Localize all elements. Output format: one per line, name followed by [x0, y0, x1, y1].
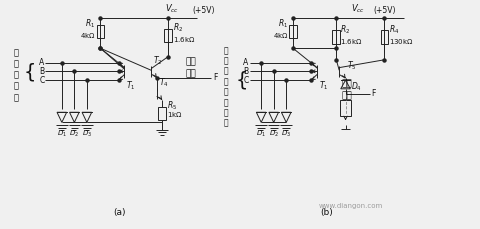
- Text: C: C: [243, 75, 249, 84]
- Text: 1.6k$\Omega$: 1.6k$\Omega$: [340, 37, 362, 46]
- Text: $D_2$: $D_2$: [69, 128, 79, 139]
- Text: $R_2$: $R_2$: [340, 23, 350, 36]
- Text: $D_3$: $D_3$: [82, 128, 92, 139]
- Text: 4k$\Omega$: 4k$\Omega$: [80, 31, 96, 40]
- Text: $T_4$: $T_4$: [158, 76, 168, 88]
- Text: 导通
状态: 导通 状态: [185, 57, 196, 78]
- Text: 输
入
全
为
高: 输 入 全 为 高: [14, 48, 19, 101]
- Text: 130k$\Omega$: 130k$\Omega$: [389, 37, 414, 46]
- Text: F: F: [372, 89, 376, 98]
- Text: {: {: [24, 63, 36, 82]
- Text: $R_1$: $R_1$: [85, 17, 96, 30]
- Text: $D_2$: $D_2$: [269, 128, 279, 139]
- Bar: [96, 25, 104, 39]
- Text: $V_{cc}$: $V_{cc}$: [165, 2, 180, 14]
- Text: 4k$\Omega$: 4k$\Omega$: [273, 31, 288, 40]
- Text: B: B: [39, 67, 45, 76]
- Text: (+5V): (+5V): [373, 5, 396, 14]
- Text: www.diangon.com: www.diangon.com: [319, 202, 383, 208]
- Bar: [340, 101, 351, 116]
- Text: F: F: [213, 73, 217, 82]
- Text: (+5V): (+5V): [193, 5, 216, 14]
- Text: 1k$\Omega$: 1k$\Omega$: [167, 110, 182, 119]
- Text: $T_2$: $T_2$: [153, 54, 163, 66]
- Text: C: C: [39, 75, 45, 84]
- Text: $R_4$: $R_4$: [389, 23, 400, 36]
- Text: 输
入
至
少
一
个
为
低: 输 入 至 少 一 个 为 低: [223, 46, 228, 127]
- Text: $D_1$: $D_1$: [256, 128, 266, 139]
- Bar: [289, 25, 297, 39]
- Text: {: {: [236, 70, 248, 89]
- Text: $T_5$: $T_5$: [347, 59, 356, 71]
- Text: 截止
状态: 截止 状态: [341, 79, 352, 100]
- Text: $V_{cc}$: $V_{cc}$: [351, 2, 365, 14]
- Bar: [333, 31, 340, 45]
- Text: (b): (b): [320, 207, 333, 216]
- Text: $R_1$: $R_1$: [278, 17, 288, 30]
- Text: B: B: [243, 67, 249, 76]
- Text: $D_1$: $D_1$: [57, 128, 67, 139]
- Text: $D_4$: $D_4$: [351, 80, 362, 93]
- Text: $R_5$: $R_5$: [167, 99, 177, 112]
- Text: A: A: [243, 58, 249, 67]
- Bar: [381, 31, 388, 45]
- Text: 1.6k$\Omega$: 1.6k$\Omega$: [173, 35, 195, 44]
- Bar: [158, 107, 166, 121]
- Text: $T_1$: $T_1$: [319, 79, 328, 91]
- Text: $R_2$: $R_2$: [173, 22, 183, 34]
- Text: $D_3$: $D_3$: [281, 128, 291, 139]
- Bar: [164, 30, 172, 43]
- Text: A: A: [39, 58, 45, 67]
- Text: (a): (a): [113, 207, 126, 216]
- Text: $T_1$: $T_1$: [126, 79, 136, 91]
